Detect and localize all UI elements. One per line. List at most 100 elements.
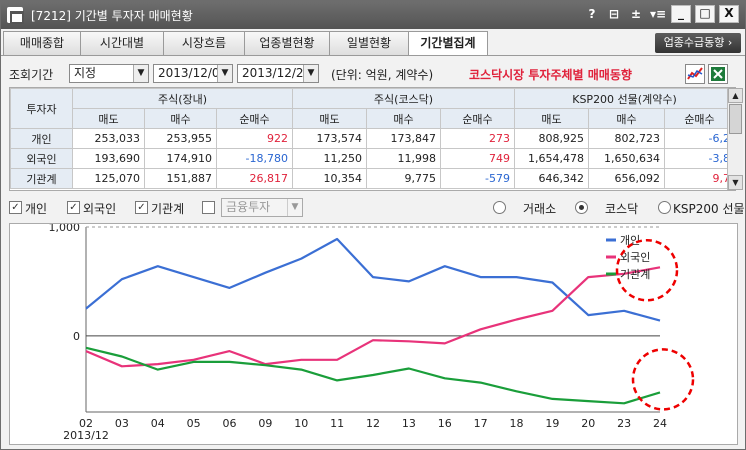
condition-bar: 조회기간 지정 ▼ 2013/12/01 ▼ 2013/12/24 ▼ (단위:… bbox=[1, 59, 745, 87]
table-cell: 173,574 bbox=[292, 128, 367, 149]
x-tick-label: 04 bbox=[151, 417, 165, 430]
series-line bbox=[85, 237, 661, 322]
title-bar[interactable]: [7212] 기간별 투자자 매매현황 ? ⊟ ± ▾≡ _ □ X bbox=[1, 1, 745, 29]
series-line bbox=[85, 346, 661, 405]
investor-type-select[interactable]: 금융투자 ▼ bbox=[221, 198, 303, 217]
table-cell: 253,033 bbox=[72, 128, 145, 149]
chevron-down-icon[interactable]: ▼ bbox=[303, 65, 318, 82]
layout-icon[interactable]: ⊟ bbox=[608, 7, 620, 21]
table-cell: 922 bbox=[216, 128, 293, 149]
check-individual-label: 개인 bbox=[25, 202, 48, 216]
maximize-button[interactable]: □ bbox=[695, 5, 715, 23]
table-cell: 173,847 bbox=[366, 128, 441, 149]
table-cell: 151,887 bbox=[144, 168, 217, 189]
highlight-circle bbox=[631, 348, 695, 411]
scroll-down-icon[interactable]: ▼ bbox=[728, 175, 743, 190]
investor-type-value: 금융투자 bbox=[226, 200, 271, 214]
table-cell: 273 bbox=[440, 128, 515, 149]
table-scrollbar[interactable]: ▲ ▼ bbox=[727, 88, 743, 190]
radio-exchange-label: 거래소 bbox=[523, 202, 557, 216]
y-tick-label: 1,000 bbox=[49, 224, 81, 234]
tab-daily[interactable]: 일별현황 bbox=[329, 31, 409, 55]
check-institution-label: 기관계 bbox=[151, 202, 185, 216]
check-foreign[interactable]: ✓ bbox=[67, 201, 80, 214]
col-header-sell: 매도 bbox=[72, 108, 145, 129]
table-cell: 11,998 bbox=[366, 148, 441, 169]
table-cell: 656,092 bbox=[588, 168, 665, 189]
table-row[interactable]: 기관계 125,070 151,887 26,817 10,354 9,775 … bbox=[10, 168, 735, 189]
trend-chart[interactable]: 1,000 0 02 03 04 05 06 09 10 11 12 13 16 17 18 19 20 23 24… bbox=[10, 221, 737, 444]
menu-icon[interactable]: ▾≡ bbox=[649, 7, 667, 21]
table-cell: 11,250 bbox=[292, 148, 367, 169]
table-cell: 125,070 bbox=[72, 168, 145, 189]
table-cell: -6,2 bbox=[664, 128, 735, 149]
table-cell: 1,654,478 bbox=[514, 148, 589, 169]
window-title: [7212] 기간별 투자자 매매현황 bbox=[31, 9, 193, 23]
help-icon[interactable]: ? bbox=[588, 7, 596, 21]
unit-label: (단위: 억원, 계약수) bbox=[331, 68, 434, 82]
chevron-down-icon[interactable]: ▼ bbox=[287, 199, 302, 216]
filter-bar: ✓ 개인 ✓ 외국인 ✓ 기관계 금융투자 ▼ 거래소 코스닥 KSP200 선… bbox=[1, 195, 745, 221]
chevron-down-icon[interactable]: ▼ bbox=[217, 65, 232, 82]
col-header-net: 순매수 bbox=[664, 108, 735, 129]
radio-futures-label: KSP200 선물 bbox=[673, 202, 745, 216]
sector-supply-button[interactable]: 업종수급동향 › bbox=[655, 33, 741, 53]
chevron-down-icon[interactable]: ▼ bbox=[133, 65, 148, 82]
check-foreign-label: 외국인 bbox=[83, 202, 117, 216]
x-tick-label: 17 bbox=[474, 417, 488, 430]
table-cell: 10,354 bbox=[292, 168, 367, 189]
col-header-buy: 매수 bbox=[588, 108, 665, 129]
scroll-thumb[interactable] bbox=[729, 104, 742, 134]
col-header-buy: 매수 bbox=[366, 108, 441, 129]
x-tick-label: 13 bbox=[402, 417, 416, 430]
tab-bar: 매매종합 시간대별 시장흐름 업종별현황 일별현황 기간별집계 bbox=[3, 31, 488, 56]
table-cell: 174,910 bbox=[144, 148, 217, 169]
chart-panel[interactable]: 1,000 0 02 03 04 05 06 09 10 11 12 13 16 17 18 19 20 23 24… bbox=[9, 221, 738, 445]
table-cell: 1,650,634 bbox=[588, 148, 665, 169]
series-line bbox=[85, 266, 661, 368]
table-cell: -579 bbox=[440, 168, 515, 189]
tab-by-sector[interactable]: 업종별현황 bbox=[244, 31, 330, 55]
col-header-sell: 매도 bbox=[292, 108, 367, 129]
table-cell: 646,342 bbox=[514, 168, 589, 189]
table-cell: 9,7 bbox=[664, 168, 735, 189]
start-date-field[interactable]: 2013/12/01 ▼ bbox=[153, 64, 233, 83]
x-tick-label: 02 bbox=[79, 417, 93, 430]
tab-by-time[interactable]: 시간대별 bbox=[80, 31, 164, 55]
tab-divider bbox=[1, 55, 745, 56]
col-header-buy: 매수 bbox=[144, 108, 217, 129]
radio-kosdaq[interactable] bbox=[575, 201, 588, 214]
legend-label: 기관계 bbox=[620, 268, 650, 281]
tab-market-flow[interactable]: 시장흐름 bbox=[163, 31, 245, 55]
end-date-value: 2013/12/24 bbox=[242, 66, 312, 80]
highlight-circle bbox=[615, 239, 679, 302]
legend-label: 개인 bbox=[620, 234, 640, 247]
scroll-up-icon[interactable]: ▲ bbox=[728, 88, 743, 103]
end-date-field[interactable]: 2013/12/24 ▼ bbox=[237, 64, 319, 83]
check-individual[interactable]: ✓ bbox=[9, 201, 22, 214]
x-tick-label: 10 bbox=[294, 417, 308, 430]
col-header-net: 순매수 bbox=[440, 108, 515, 129]
table-row[interactable]: 외국인 193,690 174,910 -18,780 11,250 11,99… bbox=[10, 148, 735, 169]
x-tick-label: 24 bbox=[653, 417, 667, 430]
investor-table[interactable]: 투자자 주식(장내) 주식(코스닥) KSP200 선물(계약수) 매도 매수 … bbox=[9, 87, 736, 191]
check-extra[interactable] bbox=[202, 201, 215, 214]
table-cell: 749 bbox=[440, 148, 515, 169]
minimize-button[interactable]: _ bbox=[671, 5, 691, 23]
period-type-select[interactable]: 지정 ▼ bbox=[69, 64, 149, 83]
x-tick-label: 05 bbox=[187, 417, 201, 430]
chart-view-icon[interactable] bbox=[685, 64, 705, 84]
radio-futures[interactable] bbox=[658, 201, 671, 214]
tab-trade-summary[interactable]: 매매종합 bbox=[3, 31, 81, 55]
excel-export-icon[interactable] bbox=[708, 64, 728, 84]
col-header-sell: 매도 bbox=[514, 108, 589, 129]
radio-exchange[interactable] bbox=[493, 201, 506, 214]
y-tick-label: 0 bbox=[73, 330, 80, 343]
table-row[interactable]: 개인 253,033 253,955 922 173,574 173,847 2… bbox=[10, 128, 735, 149]
close-button[interactable]: X bbox=[719, 5, 739, 23]
table-cell: 193,690 bbox=[72, 148, 145, 169]
row-label: 기관계 bbox=[10, 168, 73, 189]
pin-icon[interactable]: ± bbox=[630, 7, 642, 21]
tab-period-aggregate[interactable]: 기간별집계 bbox=[408, 31, 488, 56]
check-institution[interactable]: ✓ bbox=[135, 201, 148, 214]
